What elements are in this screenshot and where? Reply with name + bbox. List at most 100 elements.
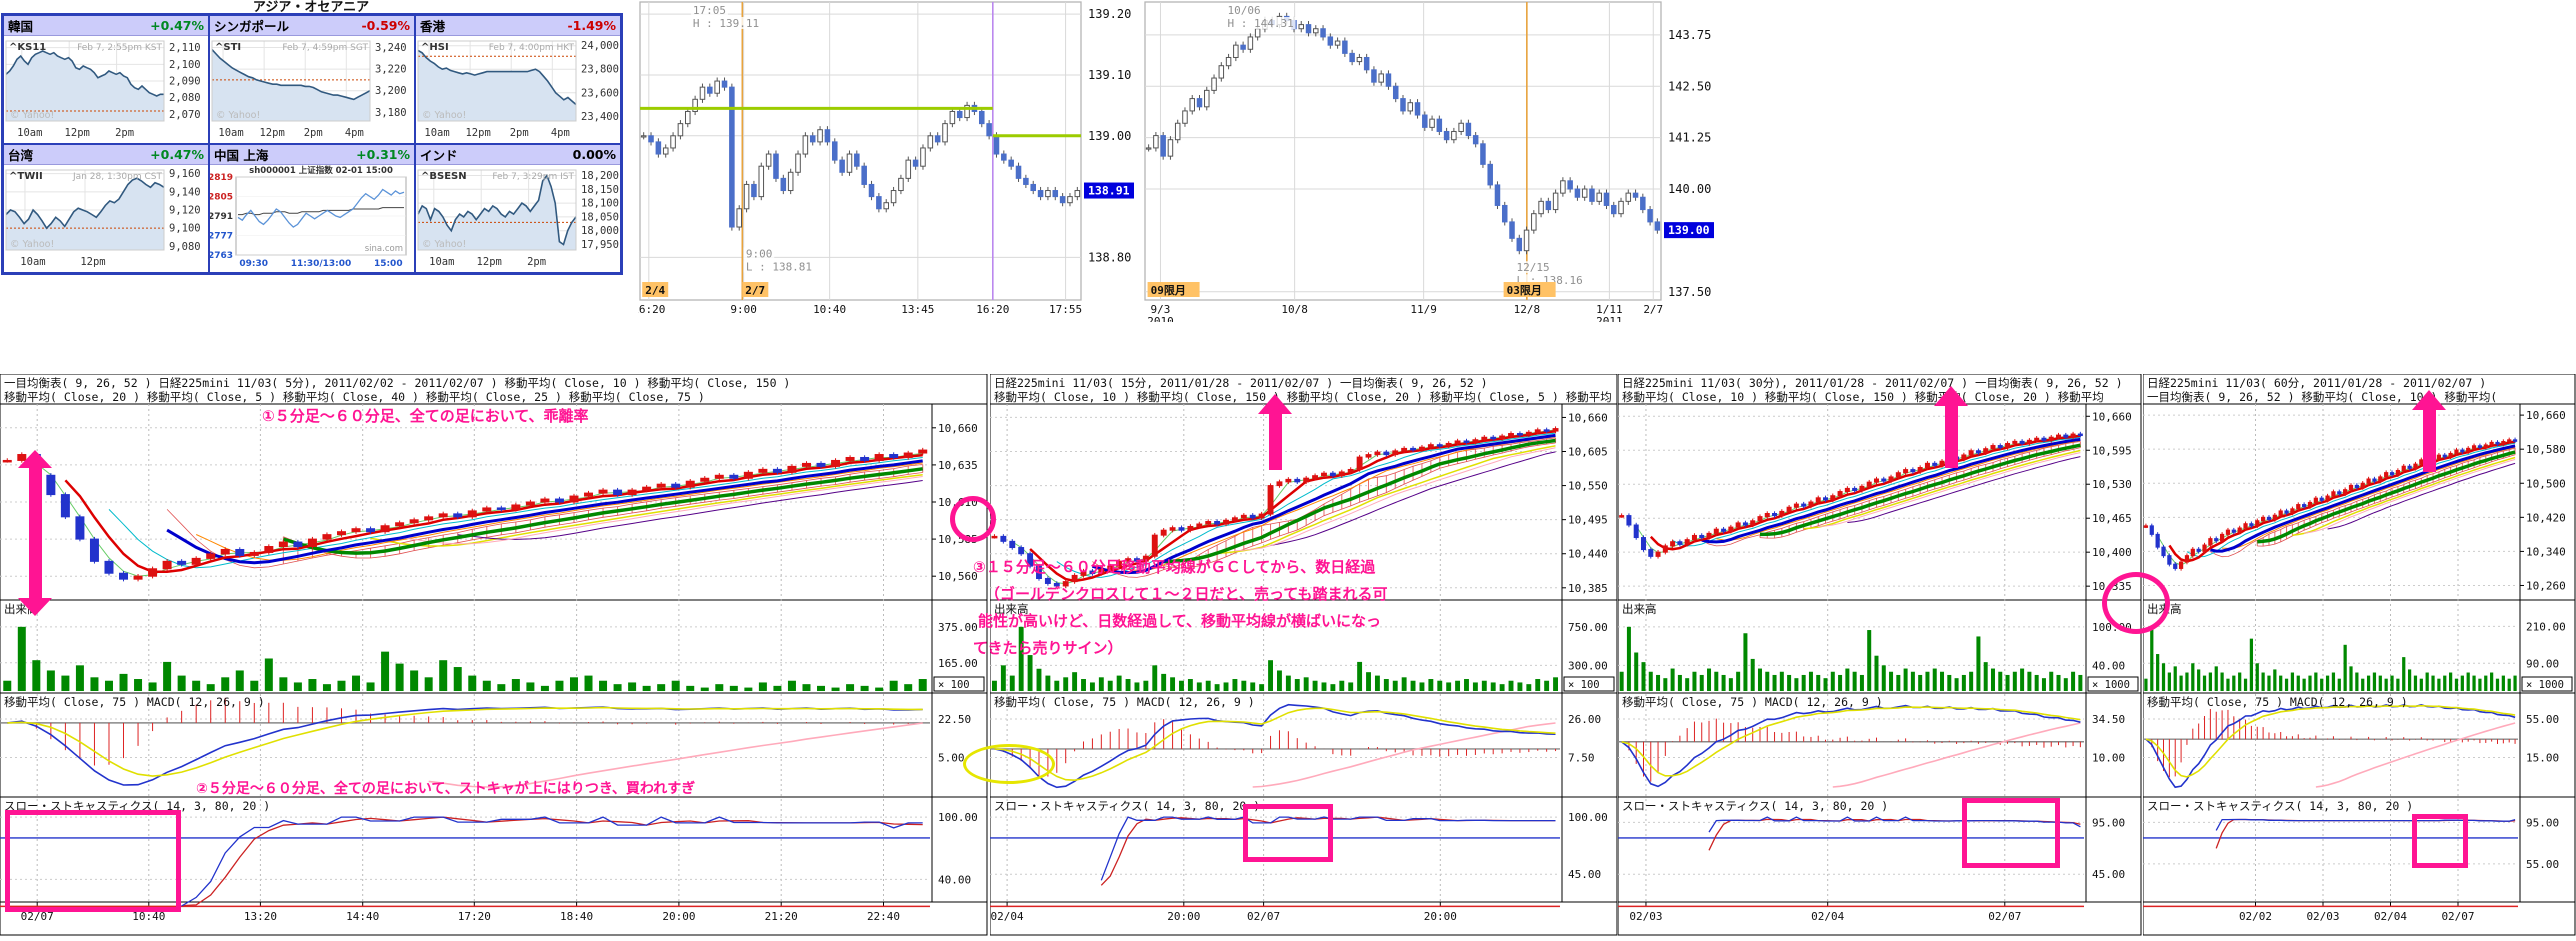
svg-text:23,800: 23,800 (581, 64, 619, 76)
svg-text:2pm: 2pm (115, 127, 134, 139)
svg-text:スロー・ストキャスティクス( 14, 3, 80, 20 ): スロー・ストキャスティクス( 14, 3, 80, 20 ) (994, 799, 1260, 813)
svg-text:10,595: 10,595 (2092, 444, 2132, 457)
svg-text:18,200: 18,200 (581, 170, 619, 182)
panel-title-line2: 移動平均( Close, 10 ) 移動平均( Close, 150 ) 移動平… (994, 390, 1612, 404)
market-name: 台湾 (8, 148, 34, 163)
fx-daily-candle-chart[interactable]: 10/06 H : 144.31 12/15 L : 138.16 143.75 142.… (1143, 0, 1723, 328)
market-change: +0.31% (356, 147, 410, 162)
svg-text:18,050: 18,050 (581, 211, 619, 223)
svg-text:^STI: ^STI (215, 42, 241, 53)
svg-text:138.80: 138.80 (1088, 250, 1131, 264)
annotation-3-line3: 能性が高いけど、日数経過して、移動平均線が横ばいになっ (978, 612, 1382, 630)
svg-text:22.50: 22.50 (938, 713, 971, 726)
svg-text:12pm: 12pm (259, 127, 284, 139)
market-tile-shanghai: 中国 上海 +0.31% sh000001 上证指数 02-01 15:00 281… (208, 144, 415, 273)
svg-text:17,950: 17,950 (581, 239, 619, 251)
svg-text:L : 138.81: L : 138.81 (746, 260, 812, 273)
panel-nikkei-5min: 一目均衡表( 9, 26, 52 ) 日経225mini 11/03( 5分),… (0, 373, 988, 937)
svg-text:21:20: 21:20 (765, 910, 798, 923)
svg-text:9:00: 9:00 (746, 247, 773, 260)
arrow-up-head-icon (18, 450, 52, 468)
svg-text:20:00: 20:00 (662, 910, 695, 923)
panel-chart-15min[interactable]: 02/04 20:00 02/07 20:00 10,660 10,605 10,550 10… (989, 373, 1618, 937)
svg-text:12pm: 12pm (465, 127, 490, 139)
svg-text:15.00: 15.00 (2526, 751, 2559, 764)
mini-chart-hongkong: ^HSI Feb 7, 4:00pm HKT © Yahoo! 24,000 23,80… (416, 36, 620, 143)
svg-text:9,120: 9,120 (169, 205, 201, 217)
market-name: シンガポール (214, 19, 290, 34)
svg-text:2,100: 2,100 (169, 59, 201, 71)
asia-markets-grid: 韓国 +0.47% ^KS11 Feb 7, 2:55pm KST © Yahoo! 2… (1, 13, 623, 275)
market-change: 0.00% (572, 147, 616, 162)
market-tile-taiwan: 台湾 +0.47% ^TWII Jan 28, 1:30pm CST © Yahoo!… (3, 144, 209, 273)
svg-text:Feb 7, 4:00pm HKT: Feb 7, 4:00pm HKT (489, 43, 575, 53)
svg-text:2pm: 2pm (510, 127, 529, 139)
svg-text:9,080: 9,080 (169, 241, 201, 253)
panel-nikkei-30min: 日経225mini 11/03( 30分), 2011/01/28 - 2011… (1617, 373, 2142, 937)
svg-text:12pm: 12pm (65, 127, 90, 139)
svg-text:© Yahoo!: © Yahoo! (10, 239, 54, 250)
svg-text:141.25: 141.25 (1668, 131, 1711, 145)
svg-text:© Yahoo!: © Yahoo! (216, 110, 260, 121)
svg-text:H : 144.31: H : 144.31 (1228, 17, 1294, 30)
mini-chart-india: ^BSESN Feb 7, 3:29pm IST © Yahoo! 18,200 18,… (416, 165, 620, 272)
svg-text:02/03: 02/03 (1629, 910, 1662, 923)
panel-title-line2: 移動平均( Close, 20 ) 移動平均( Close, 5 ) 移動平均(… (4, 390, 705, 404)
svg-text:24,000: 24,000 (581, 40, 619, 52)
mini-chart-shanghai: sh000001 上证指数 02-01 15:00 2819 2805 2791 277… (208, 165, 414, 272)
svg-text:10,440: 10,440 (1568, 548, 1608, 561)
svg-text:10,660: 10,660 (2526, 409, 2566, 422)
market-tile-hongkong: 香港 -1.49% ^HSI Feb 7, 4:00pm HKT © Yahoo! 24… (415, 15, 621, 144)
svg-text:9,100: 9,100 (169, 223, 201, 235)
asia-widget-title: アジア・オセアニア (252, 0, 370, 13)
svg-text:13:45: 13:45 (901, 303, 934, 316)
svg-text:12/8: 12/8 (1514, 303, 1541, 316)
svg-text:210.00: 210.00 (2526, 620, 2566, 633)
market-tile-singapore: シンガポール -0.59% ^STI Feb 7, 4:59pm SGT © Yaho… (209, 15, 415, 144)
svg-text:10,660: 10,660 (938, 422, 978, 435)
panel-chart-5min[interactable]: 02/07 10:40 13:20 14:40 17:20 18:40 20:00 21:20… (0, 373, 988, 937)
market-change: +0.47% (150, 18, 204, 33)
svg-text:10,580: 10,580 (2526, 443, 2566, 456)
svg-text:10,260: 10,260 (2526, 579, 2566, 592)
svg-text:10,605: 10,605 (1568, 446, 1608, 459)
market-tile-india: インド 0.00% ^BSESN Feb 7, 3:29pm IST © Yahoo!… (415, 144, 621, 273)
svg-text:1/11: 1/11 (1596, 303, 1623, 316)
svg-text:10,660: 10,660 (1568, 411, 1608, 424)
annotation-double-arrow (18, 450, 52, 616)
svg-text:2/7: 2/7 (1643, 303, 1663, 316)
svg-text:H : 139.11: H : 139.11 (693, 17, 759, 30)
svg-text:2805: 2805 (210, 193, 233, 203)
panel-chart-30min[interactable]: 02/03 02/04 02/07 10,660 10,595 10,530 10,465 1… (1617, 373, 2142, 937)
fx-intraday-candle-chart[interactable]: 17:05 H : 139.11 9:00 L : 138.81 139.20 139.1… (632, 0, 1143, 322)
svg-text:移動平均( Close, 75 ) MACD( 12,: 移動平均( Close, 75 ) MACD( 12, 26, 9 ) (4, 695, 265, 709)
svg-text:02/04: 02/04 (2374, 910, 2407, 923)
svg-text:10/8: 10/8 (1281, 303, 1308, 316)
svg-text:95.00: 95.00 (2526, 816, 2559, 829)
annotation-up-arrow-15min (1258, 394, 1292, 470)
svg-text:375.00: 375.00 (938, 621, 978, 634)
svg-text:sh000001 上证指数 02-01 15:00: sh000001 上证指数 02-01 15:00 (249, 165, 393, 176)
annotation-circle-price-axis (2102, 572, 2170, 634)
svg-text:10,420: 10,420 (2526, 511, 2566, 524)
svg-text:2,090: 2,090 (169, 76, 201, 88)
panel-title-line1: 日経225mini 11/03( 30分), 2011/01/28 - 2011… (1622, 376, 2123, 390)
svg-text:^TWII: ^TWII (9, 171, 43, 182)
svg-text:4pm: 4pm (551, 127, 570, 139)
svg-text:移動平均( Close, 75 ) MACD( 12,: 移動平均( Close, 75 ) MACD( 12, 26, 9 ) (1622, 695, 1883, 709)
svg-text:02/04: 02/04 (1811, 910, 1844, 923)
panel-nikkei-60min: 日経225mini 11/03( 60分, 2011/01/28 - 2011/… (2142, 373, 2576, 937)
svg-text:09:30: 09:30 (239, 259, 268, 269)
annotation-up-arrow-60min (2412, 390, 2446, 472)
svg-text:165.00: 165.00 (938, 657, 978, 670)
panel-chart-60min[interactable]: 02/02 02/03 02/04 02/07 10,660 10,580 10,500 10… (2142, 373, 2576, 937)
svg-text:10,560: 10,560 (938, 570, 978, 583)
svg-text:© Yahoo!: © Yahoo! (10, 110, 54, 121)
svg-text:10,635: 10,635 (938, 459, 978, 472)
svg-text:02/03: 02/03 (2306, 910, 2339, 923)
svg-text:142.50: 142.50 (1668, 79, 1711, 93)
panel-nikkei-15min: 日経225mini 11/03( 15分, 2011/01/28 - 2011/… (989, 373, 1618, 937)
svg-text:2,110: 2,110 (169, 42, 201, 54)
svg-text:スロー・ストキャスティクス( 14, 3, 80, 20 ): スロー・ストキャスティクス( 14, 3, 80, 20 ) (1622, 799, 1888, 813)
arrow-head-icon (1934, 386, 1968, 406)
